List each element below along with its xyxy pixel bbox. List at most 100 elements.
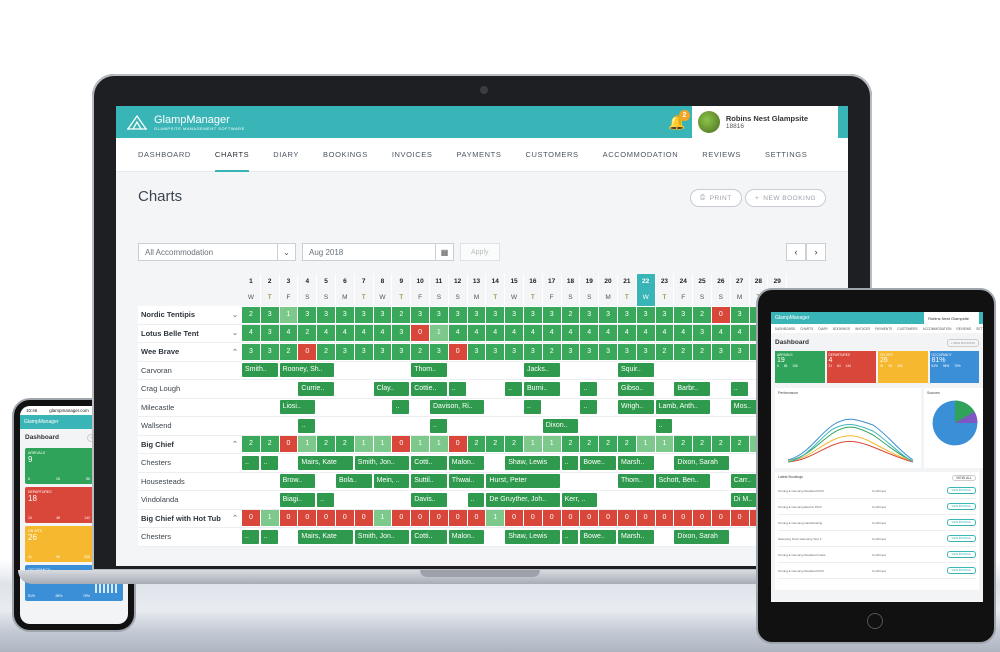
availability-cell[interactable]: 4 xyxy=(711,325,731,342)
availability-cell[interactable]: 3 xyxy=(542,306,562,323)
availability-cell[interactable]: 3 xyxy=(392,325,412,342)
booking-block[interactable]: Thom.. xyxy=(618,474,654,489)
tablet-nav-item[interactable]: INVOICES xyxy=(854,327,871,331)
availability-cell[interactable]: 2 xyxy=(693,343,712,360)
booking-block[interactable]: .. xyxy=(448,381,466,396)
booking-block[interactable]: Suttil.. xyxy=(411,474,447,489)
availability-cell[interactable]: 2 xyxy=(561,436,581,453)
availability-cell[interactable]: 1 xyxy=(636,436,656,453)
availability-cell[interactable]: 3 xyxy=(636,343,656,360)
tablet-new-booking-button[interactable]: + NEW BOOKING xyxy=(946,339,979,347)
availability-cell[interactable]: 0 xyxy=(392,436,412,453)
availability-cell[interactable]: 3 xyxy=(260,306,280,323)
availability-cell[interactable]: 4 xyxy=(486,325,506,342)
availability-cell[interactable]: 0 xyxy=(298,510,318,527)
availability-cell[interactable]: 3 xyxy=(599,343,618,360)
booking-block[interactable]: Thwai.. xyxy=(448,474,485,489)
tablet-nav-item[interactable]: ACCOMMODATION xyxy=(922,327,952,331)
booking-block[interactable]: Kerr, .. xyxy=(561,492,598,507)
availability-cell[interactable]: 0 xyxy=(279,436,299,453)
booking-block[interactable]: Thom.. xyxy=(411,363,447,378)
chevron-toggle-icon[interactable]: ⌄ xyxy=(232,311,238,319)
chevron-toggle-icon[interactable]: ⌃ xyxy=(232,515,238,523)
booking-block[interactable]: .. xyxy=(505,381,522,396)
availability-cell[interactable]: 2 xyxy=(674,436,694,453)
booking-block[interactable]: Rooney, Sh.. xyxy=(279,363,334,378)
day-number[interactable]: 11 xyxy=(430,274,449,290)
nav-invoices[interactable]: INVOICES xyxy=(391,149,433,159)
availability-cell[interactable]: 0 xyxy=(411,510,430,527)
booking-block[interactable]: Davis.. xyxy=(411,492,447,507)
tablet-nav-item[interactable]: DASHBOARD xyxy=(775,327,796,331)
availability-cell[interactable]: 4 xyxy=(599,325,618,342)
booking-block[interactable]: .. xyxy=(561,529,579,544)
availability-cell[interactable]: 3 xyxy=(335,306,355,323)
availability-cell[interactable]: 0 xyxy=(335,510,355,527)
view-booking-button[interactable]: VIEW BOOKING xyxy=(946,535,976,542)
view-booking-button[interactable]: VIEW BOOKING xyxy=(946,567,976,574)
booking-list-row[interactable]: Touring & Camping Standard Pitch Confirme… xyxy=(778,483,976,499)
booking-block[interactable]: .. xyxy=(580,381,598,396)
home-button[interactable] xyxy=(867,613,883,629)
availability-cell[interactable]: 2 xyxy=(561,306,581,323)
availability-cell[interactable]: 3 xyxy=(636,306,656,323)
tablet-nav-item[interactable]: SETTINGS xyxy=(976,327,983,331)
booking-block[interactable]: Dixon.. xyxy=(542,418,579,433)
availability-cell[interactable]: 4 xyxy=(448,325,468,342)
availability-cell[interactable]: 3 xyxy=(242,343,261,360)
day-number[interactable]: 12 xyxy=(449,274,468,290)
availability-cell[interactable]: 2 xyxy=(693,436,712,453)
availability-cell[interactable]: 0 xyxy=(655,510,675,527)
day-number[interactable]: 7 xyxy=(355,274,374,290)
availability-cell[interactable]: 2 xyxy=(655,343,675,360)
availability-cell[interactable]: 0 xyxy=(392,510,412,527)
day-number[interactable]: 3 xyxy=(280,274,299,290)
booking-block[interactable]: .. xyxy=(730,381,748,396)
day-number[interactable]: 1 xyxy=(242,274,261,290)
day-number[interactable]: 21 xyxy=(618,274,637,290)
booking-block[interactable]: .. xyxy=(260,529,278,544)
day-number[interactable]: 17 xyxy=(543,274,562,290)
availability-cell[interactable]: 4 xyxy=(505,325,524,342)
booking-block[interactable]: Bowe.. xyxy=(580,529,616,544)
availability-cell[interactable]: 2 xyxy=(505,436,524,453)
availability-cell[interactable]: 2 xyxy=(242,306,261,323)
chevron-toggle-icon[interactable]: ⌃ xyxy=(232,348,238,356)
availability-cell[interactable]: 2 xyxy=(317,436,336,453)
booking-block[interactable]: Smith, Jon.. xyxy=(354,529,410,544)
availability-cell[interactable]: 3 xyxy=(373,343,393,360)
availability-cell[interactable]: 2 xyxy=(279,343,299,360)
booking-block[interactable]: Lamb, Anth.. xyxy=(655,400,710,415)
availability-cell[interactable]: 3 xyxy=(711,343,731,360)
day-number[interactable]: 18 xyxy=(562,274,581,290)
booking-block[interactable]: .. xyxy=(467,492,485,507)
bell-icon[interactable]: 🔔 2 xyxy=(662,106,692,138)
booking-list-row[interactable]: Touring & Camping Hardstanding Confirmed V… xyxy=(778,515,976,531)
print-button[interactable]: ⎙ PRINT xyxy=(690,189,742,207)
availability-cell[interactable]: 0 xyxy=(523,510,543,527)
availability-cell[interactable]: 2 xyxy=(467,436,487,453)
day-number[interactable]: 24 xyxy=(674,274,694,290)
availability-cell[interactable]: 1 xyxy=(411,436,430,453)
availability-cell[interactable]: 2 xyxy=(242,436,261,453)
day-number[interactable]: 5 xyxy=(317,274,336,290)
day-number[interactable]: 25 xyxy=(693,274,712,290)
availability-cell[interactable]: 3 xyxy=(580,343,600,360)
booking-block[interactable]: Burni.. xyxy=(524,381,560,396)
booking-block[interactable]: Currie.. xyxy=(298,381,334,396)
availability-cell[interactable]: 2 xyxy=(317,343,336,360)
booking-block[interactable]: Mairs, Kate xyxy=(298,529,353,544)
booking-block[interactable]: .. xyxy=(298,418,316,433)
booking-block[interactable]: Malon.. xyxy=(448,529,485,544)
day-number[interactable]: 19 xyxy=(580,274,600,290)
availability-cell[interactable]: 4 xyxy=(523,325,543,342)
nav-dashboard[interactable]: DASHBOARD xyxy=(138,149,191,159)
availability-cell[interactable]: 1 xyxy=(260,510,280,527)
tablet-nav-item[interactable]: PAYMENTS xyxy=(875,327,893,331)
booking-block[interactable]: Liosi.. xyxy=(279,400,316,415)
day-number[interactable]: 16 xyxy=(524,274,543,290)
availability-cell[interactable]: 2 xyxy=(730,436,750,453)
booking-block[interactable]: Wrigh.. xyxy=(618,400,654,415)
tablet-stat-card[interactable]: DEPARTURES 4 21 84 144 xyxy=(826,351,876,383)
booking-block[interactable]: Cotti.. xyxy=(411,455,447,470)
